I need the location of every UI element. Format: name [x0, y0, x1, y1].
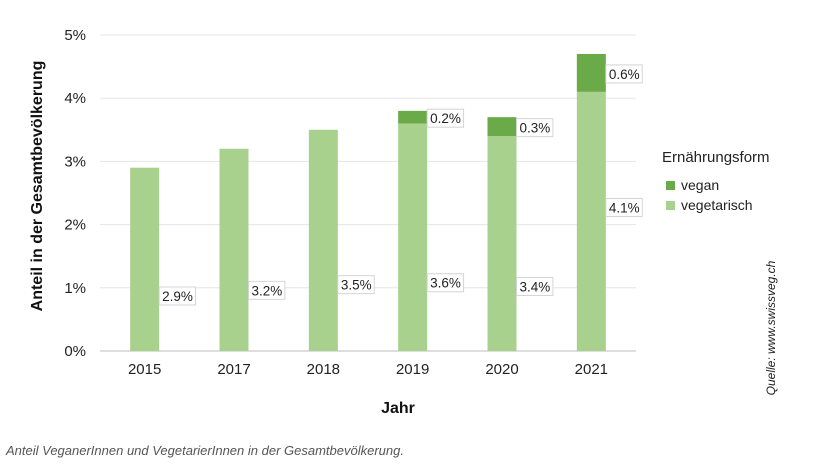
y-tick-label: 3%: [64, 153, 86, 170]
data-label: 4.1%: [609, 200, 640, 215]
legend-title: Ernährungsform: [662, 149, 770, 166]
y-axis-ticks: 0% 1% 2% 3% 4% 5%: [64, 27, 86, 360]
y-tick-label: 4%: [64, 90, 86, 107]
legend-entry: vegan: [681, 177, 719, 193]
data-label: 3.2%: [252, 283, 283, 298]
data-label: 0.3%: [520, 121, 551, 136]
chart: 0% 1% 2% 3% 4% 5% 2015 2017 2018 2019 2020 2021 2.…: [29, 27, 778, 417]
legend-entry: vegetarisch: [681, 197, 753, 213]
data-label-box: [605, 64, 643, 84]
bar-vegan: [576, 53, 606, 92]
y-axis-title: Anteil in der Gesamtbevölkerung: [29, 61, 46, 312]
y-tick-label: 1%: [64, 280, 86, 297]
x-axis-ticks: 2015 2017 2018 2019 2020 2021: [128, 361, 608, 378]
legend-swatch: [666, 201, 675, 210]
data-label-box: [605, 197, 643, 217]
data-label: 3.4%: [520, 280, 551, 295]
y-tick-label: 5%: [64, 27, 86, 44]
data-label-box: [426, 273, 465, 293]
x-axis-title: Jahr: [381, 400, 415, 417]
source-note: Quelle: www.swissveg.ch: [764, 260, 778, 395]
data-label-box: [426, 108, 465, 128]
bar-vegan: [487, 117, 517, 137]
data-label: 3.5%: [341, 278, 372, 293]
x-tick-label: 2019: [396, 361, 429, 378]
legend: Ernährungsform vegan vegetarisch: [662, 149, 770, 213]
bar-vegan: [398, 110, 428, 124]
y-tick-label: 0%: [64, 343, 86, 360]
bar-vegetarisch: [576, 91, 606, 351]
x-tick-label: 2018: [307, 361, 340, 378]
x-tick-label: 2021: [575, 361, 608, 378]
data-label: 0.6%: [609, 67, 640, 82]
bar-vegetarisch: [219, 148, 249, 351]
data-label-box: [516, 118, 554, 138]
y-tick-label: 2%: [64, 217, 86, 234]
bar-vegetarisch: [487, 136, 517, 351]
data-label-box: [516, 277, 554, 297]
data-label-box: [337, 275, 375, 295]
legend-swatch: [666, 181, 675, 190]
bars: [130, 53, 606, 351]
bar-vegetarisch: [398, 123, 428, 351]
data-label: 0.2%: [430, 111, 461, 126]
data-label-box: [248, 280, 286, 300]
data-labels: 2.9% 3.2% 3.5% 3.6% 0.2% 3.4% 0.3% 4.1% 0.6%: [158, 64, 643, 306]
x-tick-label: 2020: [485, 361, 518, 378]
data-label-box: [158, 286, 197, 306]
data-label: 2.9%: [162, 289, 193, 304]
x-tick-label: 2017: [217, 361, 250, 378]
x-tick-label: 2015: [128, 361, 161, 378]
figure-caption: Anteil VeganerInnen und VegetarierInnen …: [6, 443, 404, 458]
data-label: 3.6%: [430, 276, 461, 291]
bar-vegetarisch: [308, 129, 338, 351]
bar-vegetarisch: [130, 167, 160, 351]
